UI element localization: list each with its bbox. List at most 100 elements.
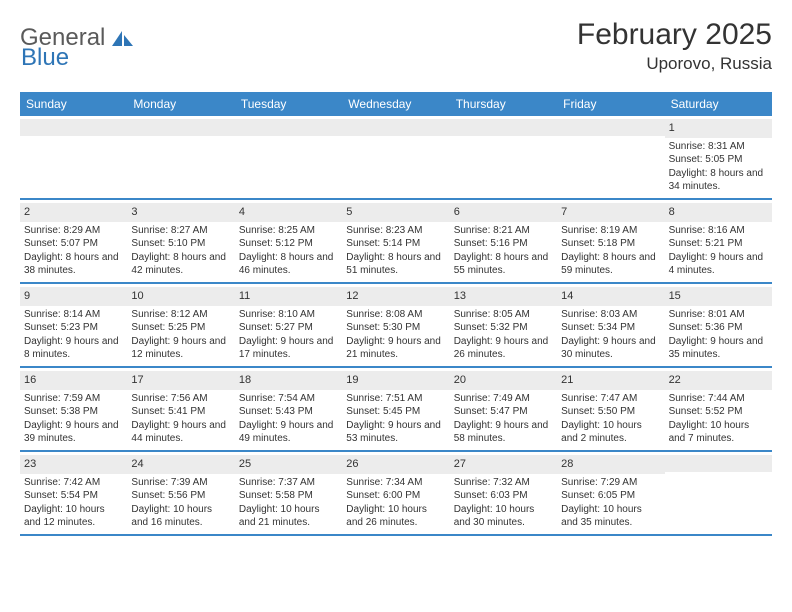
week-row: 16 Sunrise: 7:59 AMSunset: 5:38 PM Dayligh… (20, 368, 772, 452)
day-number: 16 (20, 371, 127, 390)
day-info: Sunrise: 8:21 AMSunset: 5:16 PMDaylight:… (454, 224, 553, 278)
day-header: Monday (127, 92, 234, 116)
day-number: 24 (127, 455, 234, 474)
week-row: 9Sunrise: 8:14 AMSunset: 5:23 PMDaylight… (20, 284, 772, 368)
daylight-text: Daylight: 10 hours and 2 minutes. (561, 419, 660, 446)
day-cell: 21 Sunrise: 7:47 AMSunset: 5:50 PMDayligh… (557, 368, 664, 450)
day-number: 17 (127, 371, 234, 390)
day-header: Saturday (665, 92, 772, 116)
daylight-text: Daylight: 9 hours and 58 minutes. (454, 419, 553, 446)
sunset-text: Sunset: 5:07 PM (24, 237, 123, 251)
sunset-text: Sunset: 6:00 PM (346, 489, 445, 503)
day-number: 8 (665, 203, 772, 222)
day-cell: 1Sunrise: 8:31 AMSunset: 5:05 PMDaylight… (665, 116, 772, 198)
day-number (20, 119, 127, 136)
daylight-text: Daylight: 10 hours and 21 minutes. (239, 503, 338, 530)
day-cell: 19Sunrise: 7:51 AMSunset: 5:45 PMDayligh… (342, 368, 449, 450)
day-number: 1 (665, 119, 772, 138)
day-number: 2 (20, 203, 127, 222)
daylight-text: Daylight: 9 hours and 12 minutes. (131, 335, 230, 362)
logo-text-b: Blue (21, 44, 69, 71)
day-info: Sunrise: 8:08 AMSunset: 5:30 PMDaylight:… (346, 308, 445, 362)
logo-sail-icon (112, 34, 134, 51)
sunrise-text: Sunrise: 8:19 AM (561, 224, 660, 238)
sunrise-text: Sunrise: 7:29 AM (561, 476, 660, 490)
day-number: 6 (450, 203, 557, 222)
day-number: 10 (127, 287, 234, 306)
sunset-text: Sunset: 5:05 PM (669, 153, 768, 167)
day-number: 15 (665, 287, 772, 306)
day-cell (342, 116, 449, 198)
sunset-text: Sunset: 5:10 PM (131, 237, 230, 251)
sunrise-text: Sunrise: 7:59 AM (24, 392, 123, 406)
sunrise-text: Sunrise: 8:10 AM (239, 308, 338, 322)
day-info: Sunrise: 8:05 AMSunset: 5:32 PMDaylight:… (454, 308, 553, 362)
day-number: 18 (235, 371, 342, 390)
day-cell: 16Sunrise: 7:59 AMSunset: 5:38 PMDayligh… (20, 368, 127, 450)
daylight-text: Daylight: 9 hours and 44 minutes. (131, 419, 230, 446)
day-cell (20, 116, 127, 198)
day-cell: 27 Sunrise: 7:32 AMSunset: 6:03 PMDayligh… (450, 452, 557, 534)
day-cell: 3Sunrise: 8:27 AMSunset: 5:10 PMDaylight… (127, 200, 234, 282)
day-info: Sunrise: 7:32 AMSunset: 6:03 PMDaylight:… (454, 476, 553, 530)
day-cell: 9Sunrise: 8:14 AMSunset: 5:23 PMDaylight… (20, 284, 127, 366)
sunset-text: Sunset: 5:18 PM (561, 237, 660, 251)
sunset-text: Sunset: 5:52 PM (669, 405, 768, 419)
day-info: Sunrise: 7:29 AMSunset: 6:05 PMDaylight:… (561, 476, 660, 530)
sunset-text: Sunset: 5:45 PM (346, 405, 445, 419)
sunset-text: Sunset: 5:32 PM (454, 321, 553, 335)
day-number: 22 (665, 371, 772, 390)
sunset-text: Sunset: 5:43 PM (239, 405, 338, 419)
day-number (127, 119, 234, 136)
daylight-text: Daylight: 9 hours and 4 minutes. (669, 251, 768, 278)
day-number: 26 (342, 455, 449, 474)
sunset-text: Sunset: 5:58 PM (239, 489, 338, 503)
sunrise-text: Sunrise: 7:42 AM (24, 476, 123, 490)
sunrise-text: Sunrise: 7:56 AM (131, 392, 230, 406)
day-number (665, 455, 772, 472)
day-cell: 26Sunrise: 7:34 AMSunset: 6:00 PMDayligh… (342, 452, 449, 534)
weeks-container: 1Sunrise: 8:31 AMSunset: 5:05 PMDaylight… (20, 116, 772, 536)
sunrise-text: Sunrise: 8:05 AM (454, 308, 553, 322)
day-number (557, 119, 664, 136)
day-number: 20 (450, 371, 557, 390)
sunset-text: Sunset: 6:05 PM (561, 489, 660, 503)
daylight-text: Daylight: 8 hours and 38 minutes. (24, 251, 123, 278)
day-cell (450, 116, 557, 198)
sunrise-text: Sunrise: 7:34 AM (346, 476, 445, 490)
day-number: 12 (342, 287, 449, 306)
daylight-text: Daylight: 9 hours and 8 minutes. (24, 335, 123, 362)
day-number: 25 (235, 455, 342, 474)
week-row: 2Sunrise: 8:29 AMSunset: 5:07 PMDaylight… (20, 200, 772, 284)
sunrise-text: Sunrise: 8:03 AM (561, 308, 660, 322)
day-cell: 5Sunrise: 8:23 AMSunset: 5:14 PMDaylight… (342, 200, 449, 282)
day-cell (557, 116, 664, 198)
sunset-text: Sunset: 5:12 PM (239, 237, 338, 251)
day-info: Sunrise: 8:23 AMSunset: 5:14 PMDaylight:… (346, 224, 445, 278)
sunset-text: Sunset: 5:56 PM (131, 489, 230, 503)
day-cell: 18Sunrise: 7:54 AMSunset: 5:43 PMDayligh… (235, 368, 342, 450)
day-info: Sunrise: 8:19 AMSunset: 5:18 PMDaylight:… (561, 224, 660, 278)
day-info: Sunrise: 8:01 AMSunset: 5:36 PMDaylight:… (669, 308, 768, 362)
daylight-text: Daylight: 9 hours and 53 minutes. (346, 419, 445, 446)
day-number: 21 (557, 371, 664, 390)
header: General February 2025 Uporovo, Russia (20, 18, 772, 74)
day-number: 13 (450, 287, 557, 306)
daylight-text: Daylight: 9 hours and 26 minutes. (454, 335, 553, 362)
sunrise-text: Sunrise: 7:54 AM (239, 392, 338, 406)
daylight-text: Daylight: 8 hours and 51 minutes. (346, 251, 445, 278)
day-number (342, 119, 449, 136)
day-info: Sunrise: 8:10 AMSunset: 5:27 PMDaylight:… (239, 308, 338, 362)
sunset-text: Sunset: 5:38 PM (24, 405, 123, 419)
day-cell (235, 116, 342, 198)
day-number (235, 119, 342, 136)
day-number: 27 (450, 455, 557, 474)
sunset-text: Sunset: 5:54 PM (24, 489, 123, 503)
sunrise-text: Sunrise: 7:39 AM (131, 476, 230, 490)
day-info: Sunrise: 7:47 AMSunset: 5:50 PMDaylight:… (561, 392, 660, 446)
sunset-text: Sunset: 6:03 PM (454, 489, 553, 503)
day-header: Tuesday (235, 92, 342, 116)
daylight-text: Daylight: 10 hours and 35 minutes. (561, 503, 660, 530)
sunrise-text: Sunrise: 8:23 AM (346, 224, 445, 238)
day-cell (127, 116, 234, 198)
